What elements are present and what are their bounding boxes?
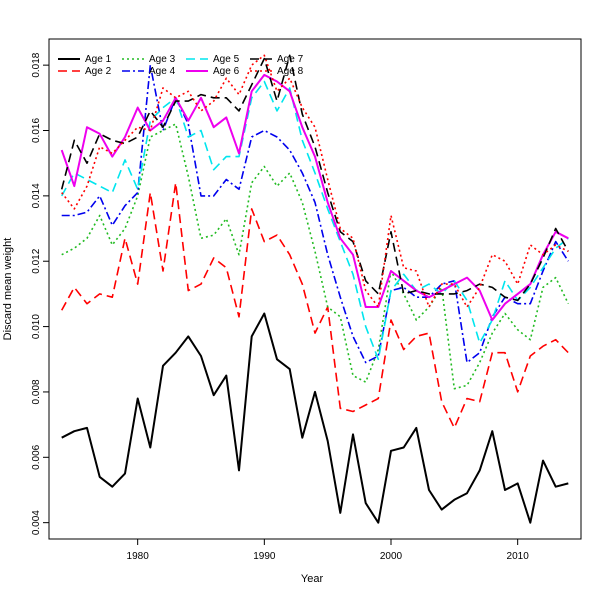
legend-label-age-7: Age 7: [277, 54, 304, 65]
series-line-age-7: [60, 54, 570, 302]
legend-label-age-3: Age 3: [149, 54, 176, 65]
y-tick-label: 0.018: [31, 52, 42, 77]
y-tick-label: 0.004: [31, 510, 42, 535]
y-tick-label: 0.012: [31, 248, 42, 273]
legend-label-age-4: Age 4: [149, 66, 176, 77]
series-lines: [60, 54, 570, 524]
y-tick-label: 0.008: [31, 379, 42, 404]
y-tick-label: 0.006: [31, 444, 42, 469]
legend-label-age-2: Age 2: [85, 66, 112, 77]
x-tick-label: 1980: [127, 551, 150, 562]
series-line-age-6: [60, 73, 569, 321]
x-axis: 1980 1990 2000 2010: [127, 539, 530, 562]
series-line-age-1: [61, 312, 569, 524]
legend-label-age-5: Age 5: [213, 54, 240, 65]
x-tick-label: 2000: [380, 551, 403, 562]
series-line-age-2: [60, 182, 569, 429]
series-line-age-4: [61, 64, 569, 364]
y-tick-label: 0.016: [31, 118, 42, 143]
x-axis-title: Year: [301, 573, 324, 585]
y-axis: 0.004 0.006 0.008 0.010 0.012 0.014 0.016 0.018: [31, 52, 49, 535]
series-line-age-3: [61, 123, 570, 390]
series-line-age-5: [60, 80, 569, 361]
x-tick-label: 2010: [507, 551, 530, 562]
x-tick-label: 1990: [253, 551, 276, 562]
legend-label-age-8: Age 8: [277, 66, 304, 77]
series-line-age-8: [61, 54, 569, 308]
y-tick-label: 0.014: [31, 183, 42, 208]
plot-area-box: [48, 38, 582, 540]
y-tick-label: 0.010: [31, 314, 42, 339]
legend-label-age-1: Age 1: [85, 54, 112, 65]
legend-label-age-6: Age 6: [213, 66, 240, 77]
y-axis-title: Discard mean weight: [2, 238, 14, 341]
